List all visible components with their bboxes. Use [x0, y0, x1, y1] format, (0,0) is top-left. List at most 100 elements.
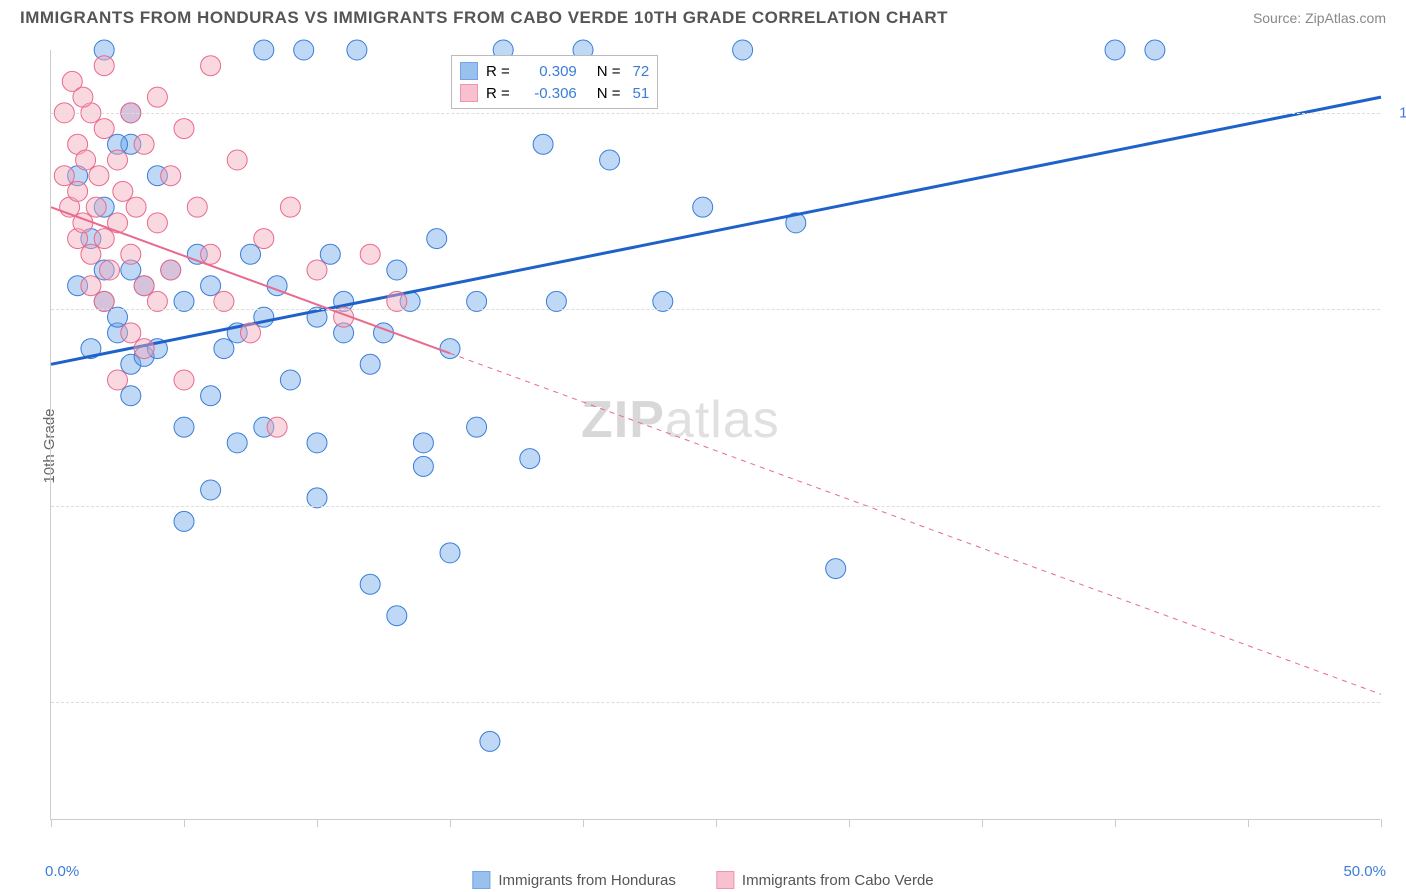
data-point: [201, 386, 221, 406]
legend-item: Immigrants from Honduras: [472, 871, 676, 889]
data-point: [533, 134, 553, 154]
legend-swatch: [460, 84, 478, 102]
r-label: R =: [486, 63, 510, 80]
data-point: [254, 40, 274, 60]
x-range-min: 0.0%: [45, 863, 79, 880]
data-point: [320, 244, 340, 264]
data-point: [480, 731, 500, 751]
x-range-max: 50.0%: [1343, 863, 1386, 880]
data-point: [387, 606, 407, 626]
data-point: [280, 197, 300, 217]
x-tick: [716, 819, 717, 827]
data-point: [826, 559, 846, 579]
data-point: [126, 197, 146, 217]
n-value: 51: [633, 85, 650, 102]
data-point: [161, 260, 181, 280]
data-point: [100, 260, 120, 280]
x-tick: [849, 819, 850, 827]
x-tick: [1381, 819, 1382, 827]
data-point: [174, 119, 194, 139]
data-point: [201, 276, 221, 296]
legend-label: Immigrants from Honduras: [498, 872, 676, 889]
x-tick: [982, 819, 983, 827]
data-point: [174, 417, 194, 437]
chart-plot-area: ZIPatlas R =0.309N =72R =-0.306N =51 62.…: [50, 50, 1380, 820]
data-point: [254, 229, 274, 249]
x-tick: [450, 819, 451, 827]
data-point: [360, 574, 380, 594]
data-point: [427, 229, 447, 249]
legend-stat-row: R =-0.306N =51: [460, 82, 649, 104]
data-point: [54, 166, 74, 186]
gridline: [51, 506, 1380, 507]
data-point: [113, 181, 133, 201]
x-tick: [1115, 819, 1116, 827]
n-label: N =: [597, 85, 621, 102]
r-value: -0.306: [522, 85, 577, 102]
data-point: [214, 339, 234, 359]
data-point: [307, 433, 327, 453]
n-value: 72: [633, 63, 650, 80]
data-point: [174, 370, 194, 390]
y-tick-label: 75.0%: [1390, 497, 1406, 514]
y-tick-label: 100.0%: [1390, 104, 1406, 121]
bottom-legend: Immigrants from Honduras Immigrants from …: [472, 871, 933, 889]
y-tick-label: 87.5%: [1390, 301, 1406, 318]
data-point: [81, 244, 101, 264]
data-point: [121, 386, 141, 406]
data-point: [1105, 40, 1125, 60]
gridline: [51, 309, 1380, 310]
data-point: [86, 197, 106, 217]
x-tick: [1248, 819, 1249, 827]
data-point: [201, 56, 221, 76]
data-point: [108, 370, 128, 390]
data-point: [467, 417, 487, 437]
data-point: [413, 433, 433, 453]
data-point: [440, 339, 460, 359]
data-point: [161, 166, 181, 186]
data-point: [81, 276, 101, 296]
legend-swatch: [716, 871, 734, 889]
r-value: 0.309: [522, 63, 577, 80]
data-point: [94, 229, 114, 249]
legend-stats-box: R = 0.309 N = 72R = -0.306 N = 51: [451, 55, 658, 109]
data-point: [227, 433, 247, 453]
data-point: [347, 40, 367, 60]
data-point: [121, 323, 141, 343]
data-point: [413, 456, 433, 476]
data-point: [227, 150, 247, 170]
data-point: [94, 56, 114, 76]
n-label: N =: [597, 63, 621, 80]
gridline: [51, 702, 1380, 703]
trend-line-dashed: [450, 353, 1381, 694]
data-point: [187, 197, 207, 217]
data-point: [134, 276, 154, 296]
data-point: [134, 134, 154, 154]
data-point: [201, 480, 221, 500]
data-point: [280, 370, 300, 390]
legend-swatch: [460, 62, 478, 80]
legend-label: Immigrants from Cabo Verde: [742, 872, 934, 889]
data-point: [733, 40, 753, 60]
data-point: [108, 150, 128, 170]
data-point: [121, 244, 141, 264]
data-point: [94, 119, 114, 139]
data-point: [307, 260, 327, 280]
legend-stat-row: R = 0.309 N = 72: [460, 60, 649, 82]
data-point: [294, 40, 314, 60]
data-point: [68, 181, 88, 201]
gridline: [51, 113, 1380, 114]
data-point: [73, 87, 93, 107]
data-point: [147, 213, 167, 233]
data-point: [241, 323, 261, 343]
scatter-svg: [51, 50, 1381, 820]
y-tick-label: 62.5%: [1390, 694, 1406, 711]
data-point: [134, 339, 154, 359]
legend-swatch: [472, 871, 490, 889]
data-point: [201, 244, 221, 264]
x-tick: [583, 819, 584, 827]
source-label: Source: ZipAtlas.com: [1253, 10, 1386, 26]
data-point: [174, 511, 194, 531]
legend-item: Immigrants from Cabo Verde: [716, 871, 934, 889]
x-tick: [317, 819, 318, 827]
